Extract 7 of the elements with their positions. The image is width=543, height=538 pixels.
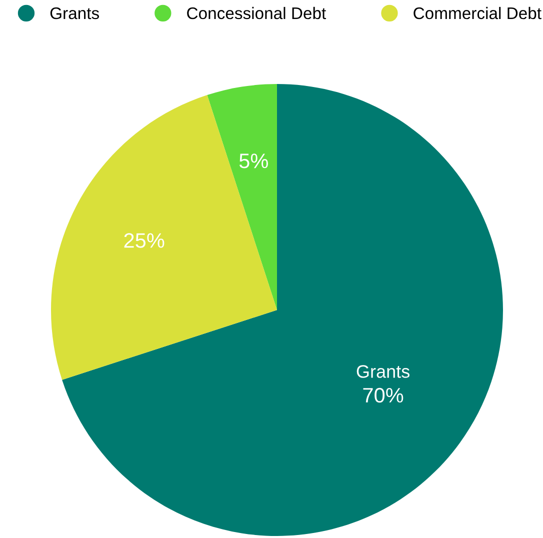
legend-label: Commercial Debt xyxy=(414,6,542,20)
legend-label: Concessional Debt xyxy=(187,6,326,20)
data-label: 70% xyxy=(363,388,404,403)
legend-label: Grants xyxy=(50,7,99,20)
data-label: 25% xyxy=(124,233,164,248)
data-label: 5% xyxy=(239,154,268,168)
slice-label: Grants xyxy=(356,365,410,378)
